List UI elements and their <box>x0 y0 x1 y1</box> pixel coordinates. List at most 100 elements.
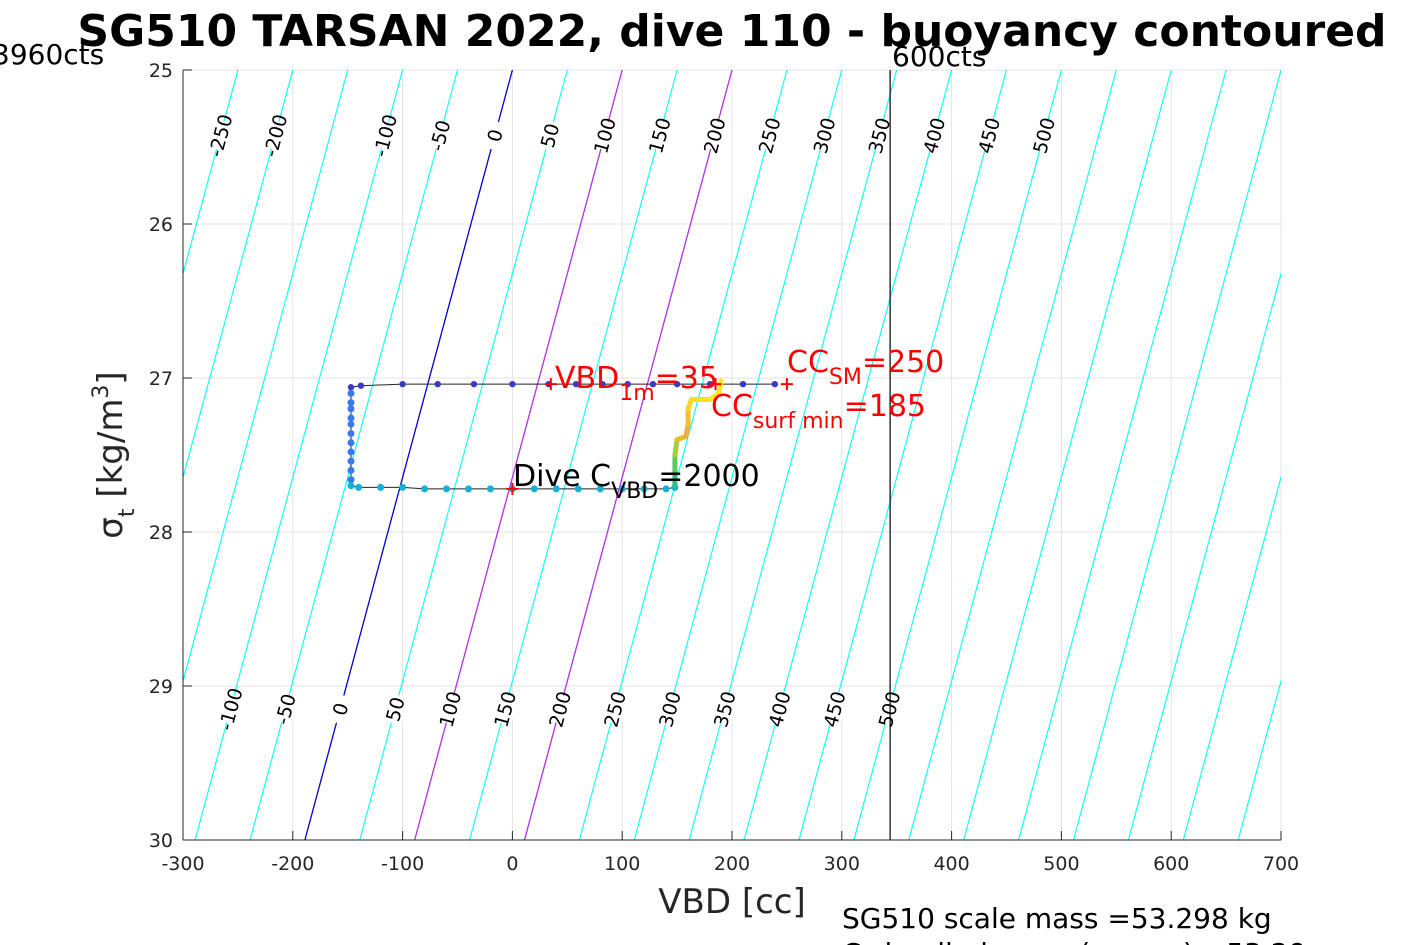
contour-line-800 <box>1182 475 1281 840</box>
contour-label-bottom-300-bg <box>656 692 683 726</box>
contour-line--150 <box>183 70 349 684</box>
annotation-divec: Dive CVBD=2000 <box>513 459 760 504</box>
x-tick-labels: -300 -200 -100 0 100 200 300 400 500 600 700 <box>161 853 1299 875</box>
grid <box>182 69 1282 841</box>
track-point <box>399 380 406 388</box>
annotation-vbd1m-main: VBD <box>555 361 619 396</box>
annotation-vbd1m: VBD1m=35 <box>555 361 718 406</box>
track-point <box>640 485 648 493</box>
track-point <box>399 483 407 491</box>
x-tick-label: 600 <box>1153 853 1189 875</box>
contour-label-bottom--50-bg <box>271 692 299 726</box>
contour-label-bottom-400-bg <box>766 692 793 726</box>
y-axis-label-sub: t <box>115 508 140 517</box>
contour-line-850 <box>1237 678 1281 840</box>
track-point <box>530 485 538 493</box>
annotation-divec-main: Dive C <box>513 459 611 494</box>
contour-label-bottom-0-bg <box>326 692 354 726</box>
track-point <box>596 485 604 493</box>
track-point <box>347 482 355 490</box>
contour-label-top-450-bg <box>975 119 1003 152</box>
track-point <box>347 389 355 397</box>
track-point <box>624 380 631 388</box>
annotation-ccsurf-tail: =185 <box>844 389 926 424</box>
contour-line-700 <box>1072 70 1281 840</box>
x-tick-label: 0 <box>506 853 518 875</box>
contour-label-top--200-bg <box>261 119 289 152</box>
contour-line-750 <box>1127 271 1281 840</box>
y-axis-label-units: [kg/m <box>91 399 131 509</box>
axes <box>182 69 1282 841</box>
track-point <box>347 476 355 484</box>
track-point <box>347 420 355 428</box>
contour-label-top--50-bg <box>426 119 454 152</box>
contour-line-650 <box>1018 70 1227 840</box>
contour-line--200 <box>183 70 294 480</box>
track-point <box>673 380 681 388</box>
x-tick-label: -100 <box>381 853 424 875</box>
y-tick-labels: 25 26 27 28 29 30 <box>149 60 173 852</box>
contour-line--250 <box>183 70 239 276</box>
contour-label-bottom-500-bg <box>875 692 903 726</box>
track-point <box>618 485 626 493</box>
count-label-right: 600cts <box>892 40 986 73</box>
annotation-ccsurf: CCsurf min=185 <box>711 389 926 434</box>
track-point <box>434 380 441 388</box>
contour-label-top-500-bg <box>1030 119 1058 152</box>
annotation-ccsm: CCSM=250 <box>787 345 944 390</box>
contour-label-bottom-450-bg <box>820 692 848 726</box>
footer-line-1: SG510 scale mass =53.298 kg <box>842 902 1272 935</box>
x-axis-label: VBD [cc] <box>658 882 806 922</box>
track-point <box>470 380 478 388</box>
annotation-ccsurf-main: CC <box>711 389 753 424</box>
track-point <box>377 483 385 491</box>
contour-label-top-300-bg <box>810 119 838 152</box>
annotation-vbd1m-sub: 1m <box>619 381 654 406</box>
x-tick-label: -300 <box>161 853 204 875</box>
x-tick-label: -200 <box>271 853 314 875</box>
dive-track <box>347 378 779 493</box>
contour-label-bottom--100-bg <box>217 692 244 726</box>
x-tick-label: 400 <box>933 853 969 875</box>
y-axis-label-sigma: σ <box>91 517 131 539</box>
contour-label-bottom-350-bg <box>711 692 738 726</box>
y-tick-label: 27 <box>149 368 173 390</box>
annotation-vbd1m-tail: =35 <box>655 361 718 396</box>
markers <box>506 378 793 495</box>
track-point <box>599 380 606 388</box>
y-tick-label: 26 <box>149 214 173 236</box>
x-tick-label: 300 <box>824 853 860 875</box>
track-point <box>509 380 516 388</box>
y-tick-label: 28 <box>149 522 173 544</box>
contour-label-bottom-50-bg <box>381 692 409 726</box>
track-point <box>486 485 494 493</box>
x-tick-label: 500 <box>1043 853 1079 875</box>
x-tick-label: 200 <box>714 853 750 875</box>
contour-label-top-50-bg <box>536 119 563 152</box>
contour-label-top-100-bg <box>591 119 618 152</box>
contour-label-top-0: 0 <box>484 127 508 144</box>
contour-label-bottom-200-bg <box>546 692 574 726</box>
y-tick-label: 30 <box>149 830 173 852</box>
track-point <box>347 399 355 407</box>
track-point <box>739 380 747 388</box>
annotation-ccsm-sub: SM <box>829 365 862 390</box>
contour-label-bottom-150-bg <box>491 692 519 726</box>
y-tick-label: 25 <box>149 60 173 82</box>
contour-label-top-0-bg <box>481 119 509 152</box>
contour-label-top-400-bg <box>920 119 948 152</box>
annotation-ccsm-main: CC <box>787 345 829 380</box>
contour-line-550 <box>908 70 1117 840</box>
chart-title: SG510 TARSAN 2022, dive 110 - buoyancy c… <box>77 6 1386 57</box>
track-point <box>355 483 363 491</box>
x-tick-label: 700 <box>1263 853 1299 875</box>
contour-label-top--100-bg <box>371 119 399 152</box>
x-tick-label: 100 <box>604 853 640 875</box>
track-point <box>347 448 355 456</box>
track-point <box>347 439 355 447</box>
y-axis-label: σt [kg/m3] <box>89 371 140 538</box>
surface-segment <box>716 378 724 396</box>
contour-label-top-350-bg <box>865 119 893 152</box>
